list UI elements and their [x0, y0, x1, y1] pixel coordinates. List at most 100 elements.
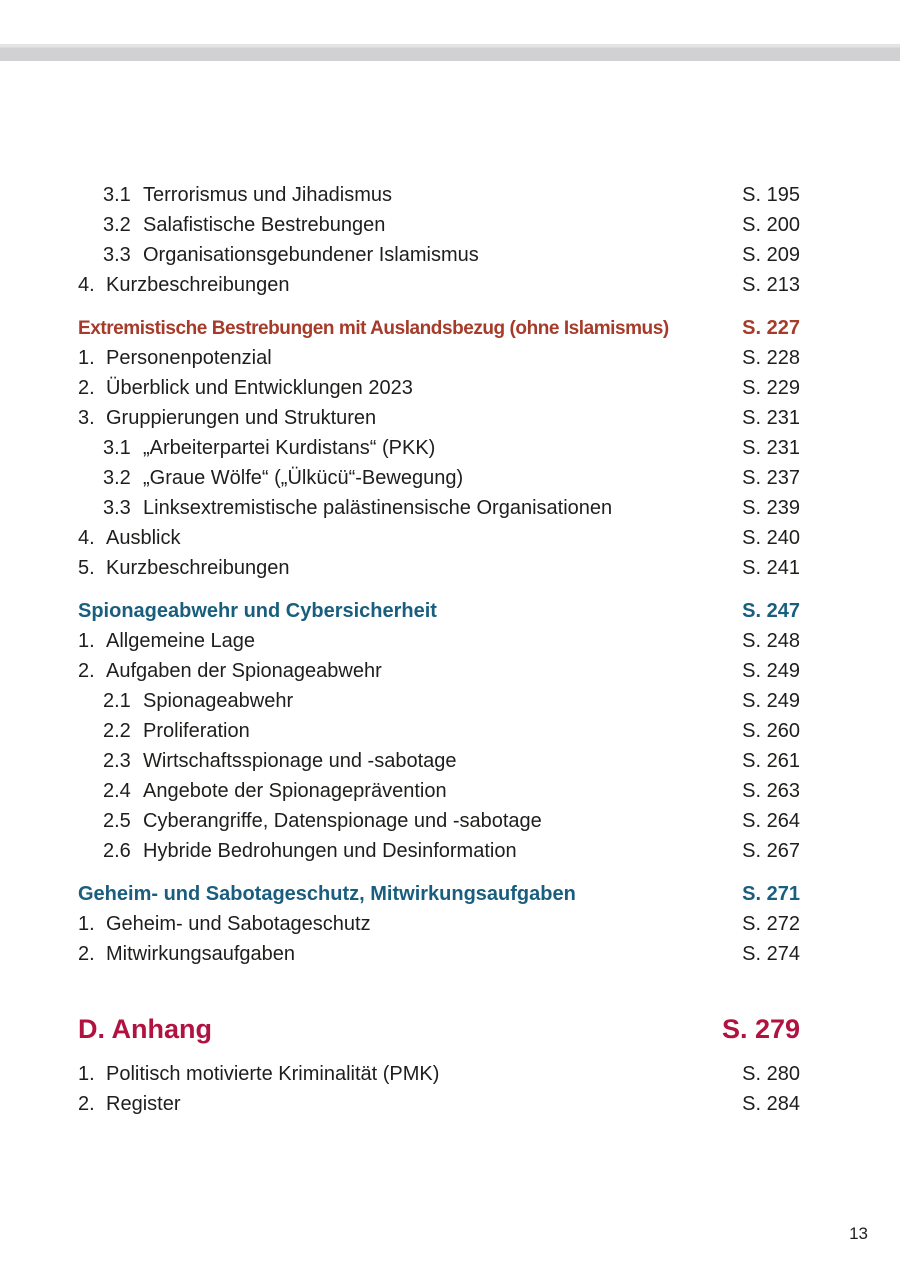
entry-label: Gruppierungen und Strukturen	[106, 407, 377, 429]
toc-entry: 2. Register S. 284	[78, 1089, 800, 1119]
entry-number: 2.6	[103, 840, 131, 862]
entry-label: Hybride Bedrohungen und Desinformation	[143, 840, 517, 862]
entry-number: 5.	[78, 557, 95, 579]
entry-label: Wirtschaftsspionage und -sabotage	[143, 750, 457, 772]
toc-section-heading: Geheim- und Sabotageschutz, Mitwirkungsa…	[78, 879, 800, 909]
entry-number: 2.	[78, 943, 95, 965]
section-heading-page: S. 227	[742, 317, 800, 339]
entry-page: S. 231	[742, 407, 800, 429]
entry-label: Personenpotenzial	[106, 347, 272, 369]
entry-page: S. 241	[742, 557, 800, 579]
entry-label: Proliferation	[143, 720, 250, 742]
entry-page: S. 229	[742, 377, 800, 399]
entry-number: 2.3	[103, 750, 131, 772]
entry-label: Politisch motivierte Kriminalität (PMK)	[106, 1063, 440, 1085]
toc-entry: 4. Ausblick S. 240	[78, 523, 800, 553]
entry-label: Mitwirkungsaufgaben	[106, 943, 295, 965]
entry-page: S. 267	[742, 840, 800, 862]
toc-entry: 5. Kurzbeschreibungen S. 241	[78, 553, 800, 583]
entry-label: Geheim- und Sabotageschutz	[106, 913, 371, 935]
toc-entry: 2.4 Angebote der Spionageprävention S. 2…	[78, 776, 800, 806]
entry-page: S. 200	[742, 214, 800, 236]
entry-label: Aufgaben der Spionageabwehr	[106, 660, 382, 682]
toc-entry: 2.1 Spionageabwehr S. 249	[78, 686, 800, 716]
entry-number: 3.3	[103, 244, 131, 266]
section-heading-label: Extremistische Bestrebungen mit Auslands…	[78, 318, 669, 339]
entry-page: S. 272	[742, 913, 800, 935]
table-of-contents: 3.1 Terrorismus und Jihadismus S. 195 3.…	[78, 180, 800, 1119]
chapter-heading-page: S. 279	[721, 1014, 800, 1044]
entry-page: S. 249	[742, 690, 800, 712]
toc-entry: 2.6 Hybride Bedrohungen und Desinformati…	[78, 836, 800, 866]
entry-page: S. 264	[742, 810, 800, 832]
entry-label: Terrorismus und Jihadismus	[143, 184, 392, 206]
entry-number: 1.	[78, 630, 95, 652]
toc-entry: 3.2 Salafistische Bestrebungen S. 200	[78, 210, 800, 240]
entry-number: 1.	[78, 913, 95, 935]
toc-entry: 3.3 Linksextremistische palästinensische…	[78, 493, 800, 523]
toc-section-heading: Spionageabwehr und Cybersicherheit S. 24…	[78, 596, 800, 626]
toc-entry: 1. Allgemeine Lage S. 248	[78, 626, 800, 656]
toc-entry: 1. Politisch motivierte Kriminalität (PM…	[78, 1059, 800, 1089]
entry-label: Register	[106, 1093, 181, 1115]
section-heading-label: Geheim- und Sabotageschutz, Mitwirkungsa…	[78, 883, 576, 905]
folio-page-number: 13	[849, 1224, 868, 1243]
entry-label: Angebote der Spionageprävention	[143, 780, 447, 802]
entry-number: 2.4	[103, 780, 131, 802]
entry-page: S. 248	[742, 630, 800, 652]
entry-number: 1.	[78, 1063, 95, 1085]
entry-label: Organisationsgebundener Islamismus	[143, 244, 479, 266]
entry-page: S. 249	[742, 660, 800, 682]
entry-number: 1.	[78, 347, 95, 369]
entry-number: 2.1	[103, 690, 131, 712]
entry-page: S. 284	[742, 1093, 800, 1115]
entry-number: 4.	[78, 274, 95, 296]
section-heading-page: S. 247	[742, 600, 800, 622]
toc-entry: 3.1 „Arbeiterpartei Kurdistans“ (PKK) S.…	[78, 433, 800, 463]
entry-label: Ausblick	[106, 527, 181, 549]
toc-entry: 1. Personenpotenzial S. 228	[78, 343, 800, 373]
toc-entry: 2.2 Proliferation S. 260	[78, 716, 800, 746]
entry-number: 2.	[78, 377, 95, 399]
entry-page: S. 261	[742, 750, 800, 772]
entry-page: S. 209	[742, 244, 800, 266]
toc-entry: 3.2 „Graue Wölfe“ („Ülkücü“-Bewegung) S.…	[78, 463, 800, 493]
entry-page: S. 195	[742, 184, 800, 206]
entry-number: 3.2	[103, 467, 131, 489]
entry-number: 3.	[78, 407, 95, 429]
entry-number: 2.2	[103, 720, 131, 742]
entry-page: S. 231	[742, 437, 800, 459]
toc-section-heading: Extremistische Bestrebungen mit Auslands…	[78, 313, 800, 343]
entry-label: Kurzbeschreibungen	[106, 557, 290, 579]
toc-chapter-heading: D. Anhang S. 279	[78, 1011, 800, 1047]
toc-entry: 3.3 Organisationsgebundener Islamismus S…	[78, 240, 800, 270]
toc-entry: 2.5 Cyberangriffe, Datenspionage und -sa…	[78, 806, 800, 836]
entry-page: S. 280	[742, 1063, 800, 1085]
entry-number: 3.1	[103, 184, 131, 206]
toc-entry: 2. Überblick und Entwicklungen 2023 S. 2…	[78, 373, 800, 403]
entry-number: 2.	[78, 1093, 95, 1115]
entry-label: Überblick und Entwicklungen 2023	[106, 377, 413, 399]
entry-label: Salafistische Bestrebungen	[143, 214, 386, 236]
entry-number: 3.1	[103, 437, 131, 459]
entry-label: Kurzbeschreibungen	[106, 274, 290, 296]
toc-entry: 2.3 Wirtschaftsspionage und -sabotage S.…	[78, 746, 800, 776]
entry-page: S. 213	[742, 274, 800, 296]
toc-entry: 3.1 Terrorismus und Jihadismus S. 195	[78, 180, 800, 210]
toc-entry: 2. Aufgaben der Spionageabwehr S. 249	[78, 656, 800, 686]
entry-page: S. 263	[742, 780, 800, 802]
entry-label: „Graue Wölfe“ („Ülkücü“-Bewegung)	[143, 467, 464, 489]
entry-page: S. 260	[742, 720, 800, 742]
entry-label: Allgemeine Lage	[106, 630, 255, 652]
chapter-heading-label: D. Anhang	[78, 1014, 212, 1044]
entry-page: S. 274	[742, 943, 800, 965]
toc-entry: 1. Geheim- und Sabotageschutz S. 272	[78, 909, 800, 939]
entry-page: S. 240	[742, 527, 800, 549]
entry-page: S. 239	[742, 497, 800, 519]
entry-label: „Arbeiterpartei Kurdistans“ (PKK)	[143, 437, 436, 459]
section-heading-page: S. 271	[742, 883, 800, 905]
section-heading-label: Spionageabwehr und Cybersicherheit	[78, 600, 437, 622]
entry-number: 3.2	[103, 214, 131, 236]
entry-label: Spionageabwehr	[143, 690, 294, 712]
